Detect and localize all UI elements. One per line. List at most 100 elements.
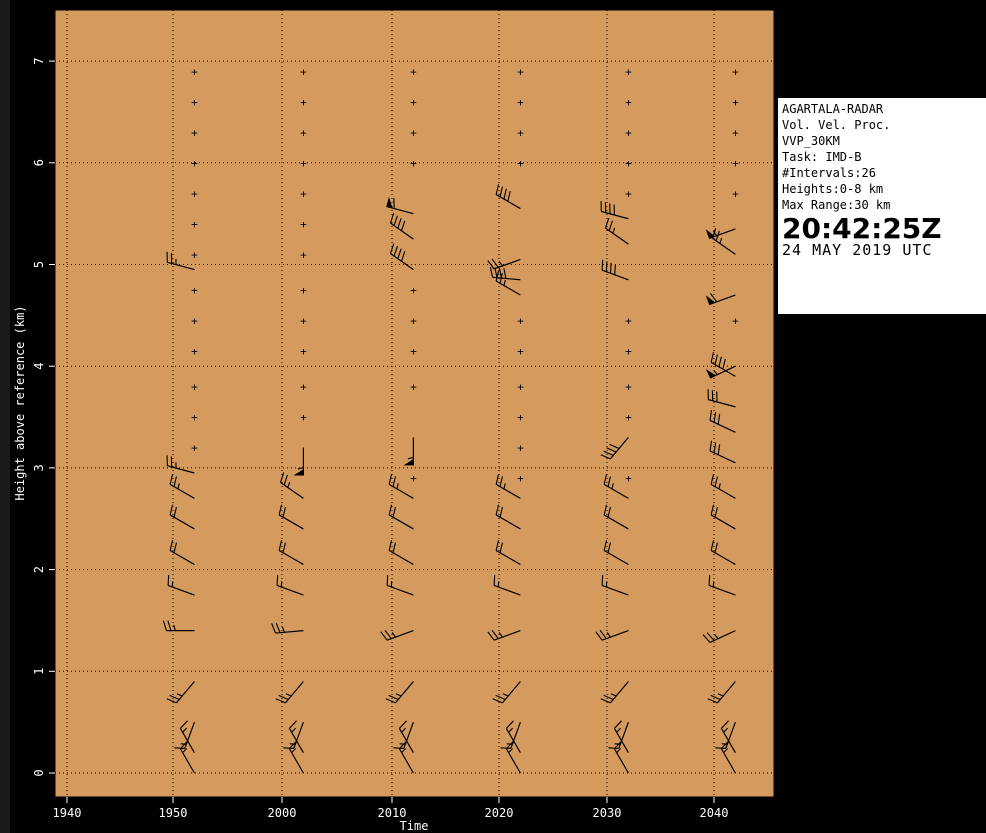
wind-barb bbox=[720, 740, 736, 774]
barb-full bbox=[167, 574, 170, 586]
barb-half bbox=[176, 693, 183, 697]
y-axis-label: Height above reference (km) bbox=[13, 305, 27, 500]
wind-barb bbox=[278, 540, 304, 566]
barb-half bbox=[713, 633, 719, 640]
barb-shaft bbox=[388, 514, 414, 530]
barb-full bbox=[603, 504, 608, 516]
wind-barb bbox=[403, 437, 414, 466]
barb-half bbox=[718, 483, 721, 490]
empty-height-marker: + bbox=[191, 65, 198, 78]
barb-shaft bbox=[280, 481, 304, 499]
barb-shaft bbox=[495, 483, 521, 499]
barb-shaft bbox=[394, 681, 414, 704]
barb-full bbox=[492, 698, 503, 704]
barb-half bbox=[498, 632, 503, 638]
barb-full bbox=[388, 540, 393, 551]
empty-height-marker: + bbox=[300, 381, 307, 394]
barb-half bbox=[713, 369, 718, 375]
wind-barbs bbox=[162, 184, 736, 774]
barb-half bbox=[611, 483, 614, 490]
barb-shaft bbox=[390, 253, 414, 271]
barb-half bbox=[610, 693, 617, 697]
barb-full bbox=[607, 506, 611, 518]
empty-height-marker: + bbox=[625, 381, 632, 394]
wind-barb bbox=[389, 212, 414, 240]
barb-full bbox=[608, 220, 613, 231]
empty-height-marker: + bbox=[625, 187, 632, 200]
barb-half bbox=[173, 624, 176, 631]
barb-full bbox=[499, 506, 503, 518]
wind-barb bbox=[493, 574, 521, 596]
empty-height-marker: + bbox=[517, 472, 524, 485]
empty-height-marker: + bbox=[191, 157, 198, 170]
barb-full bbox=[495, 540, 500, 551]
barb-shaft bbox=[710, 361, 736, 377]
wind-barb bbox=[708, 574, 736, 596]
barb-full bbox=[385, 698, 396, 704]
barb-full bbox=[493, 574, 496, 586]
barb-full bbox=[283, 474, 288, 486]
barb-shaft bbox=[167, 584, 195, 596]
wind-barb bbox=[601, 574, 629, 596]
barb-shaft bbox=[601, 584, 629, 596]
barb-shaft bbox=[601, 269, 629, 281]
barb-shaft bbox=[388, 483, 414, 499]
wind-barb bbox=[398, 740, 414, 774]
barb-full bbox=[275, 622, 281, 633]
empty-height-marker: + bbox=[300, 248, 307, 261]
barb-full bbox=[722, 358, 726, 370]
wind-barb bbox=[388, 474, 414, 499]
barb-full bbox=[714, 506, 718, 518]
barb-half bbox=[508, 748, 514, 754]
barb-shaft bbox=[709, 365, 736, 379]
barb-shaft bbox=[710, 483, 736, 499]
barb-full bbox=[162, 620, 167, 631]
barb-full bbox=[718, 356, 722, 367]
y-tick-label: 4 bbox=[32, 363, 46, 370]
wind-barb bbox=[389, 243, 414, 271]
barb-shaft bbox=[184, 721, 195, 749]
empty-height-marker: + bbox=[410, 284, 417, 297]
wind-barb bbox=[608, 721, 629, 750]
barb-full bbox=[173, 506, 177, 518]
barb-full bbox=[605, 261, 608, 272]
empty-height-marker: + bbox=[625, 157, 632, 170]
barb-half bbox=[281, 626, 285, 633]
wind-barb bbox=[288, 740, 304, 774]
barb-shaft bbox=[708, 584, 736, 596]
empty-height-marker: + bbox=[191, 96, 198, 109]
empty-markers: + + + + + + + + + + + + + + + + + + + + + + + + + + + + + + + + + + + + + + + +… bbox=[191, 65, 739, 485]
barb-full bbox=[275, 698, 286, 704]
barb-shaft bbox=[293, 721, 304, 749]
barb-full bbox=[714, 354, 718, 365]
barb-full bbox=[489, 266, 494, 278]
barb-shaft bbox=[725, 721, 736, 749]
barb-full bbox=[169, 540, 174, 551]
empty-height-marker: + bbox=[625, 345, 632, 358]
barb-full bbox=[600, 698, 611, 704]
empty-height-marker: + bbox=[191, 284, 198, 297]
empty-height-marker: + bbox=[410, 126, 417, 139]
wind-barb bbox=[495, 474, 521, 499]
barb-shaft bbox=[708, 228, 736, 240]
barb-full bbox=[167, 620, 172, 631]
wind-barb bbox=[707, 681, 736, 704]
wind-barb bbox=[495, 504, 521, 530]
empty-height-marker: + bbox=[300, 218, 307, 231]
barb-full bbox=[179, 740, 188, 750]
barb-full bbox=[720, 720, 729, 729]
barb-full bbox=[271, 623, 277, 634]
barb-full bbox=[707, 698, 718, 704]
y-tick-label: 0 bbox=[32, 769, 46, 776]
x-tick-label: 2000 bbox=[268, 806, 297, 820]
barb-full bbox=[169, 504, 174, 516]
max-range: Max Range:30 km bbox=[782, 198, 891, 212]
wind-barb bbox=[710, 540, 736, 566]
barb-pennant bbox=[403, 459, 414, 466]
empty-height-marker: + bbox=[517, 314, 524, 327]
barb-full bbox=[609, 443, 620, 450]
barb-full bbox=[173, 476, 177, 487]
x-tick-label: 2030 bbox=[593, 806, 622, 820]
barb-full bbox=[607, 476, 611, 487]
wind-barb bbox=[275, 681, 304, 704]
